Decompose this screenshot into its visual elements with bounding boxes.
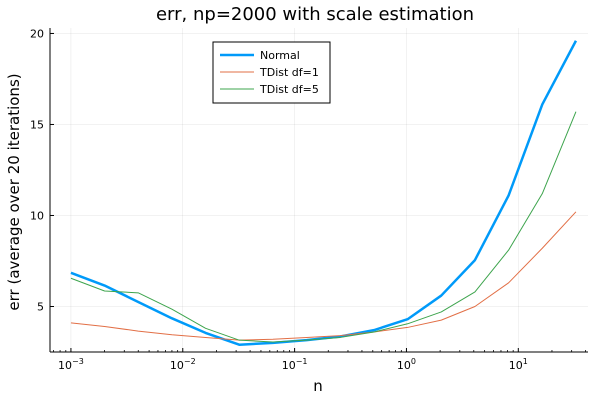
y-tick-label: 5 [37,300,44,313]
y-tick-label: 15 [30,118,44,131]
x-tick-label: 10−2 [170,357,196,372]
legend-label: TDist df=1 [259,66,319,79]
x-tick-label: 10−3 [58,357,84,372]
y-tick-label: 20 [30,27,44,40]
y-axis-label: err (average over 20 iterations) [5,73,23,310]
legend-label: TDist df=5 [259,83,319,96]
x-axis-label: n [313,377,323,395]
plot-area [70,40,578,346]
x-tick-label: 10−1 [282,357,308,372]
x-tick-label: 101 [509,357,528,372]
y-tick-label: 10 [30,209,44,222]
legend-label: Normal [260,49,300,62]
series-line-3 [70,111,577,343]
x-tick-label: 100 [397,357,416,372]
chart-title: err, np=2000 with scale estimation [156,4,474,25]
legend: Normal TDist df=1 TDist df=5 [212,41,331,104]
series-line-2 [70,211,577,341]
